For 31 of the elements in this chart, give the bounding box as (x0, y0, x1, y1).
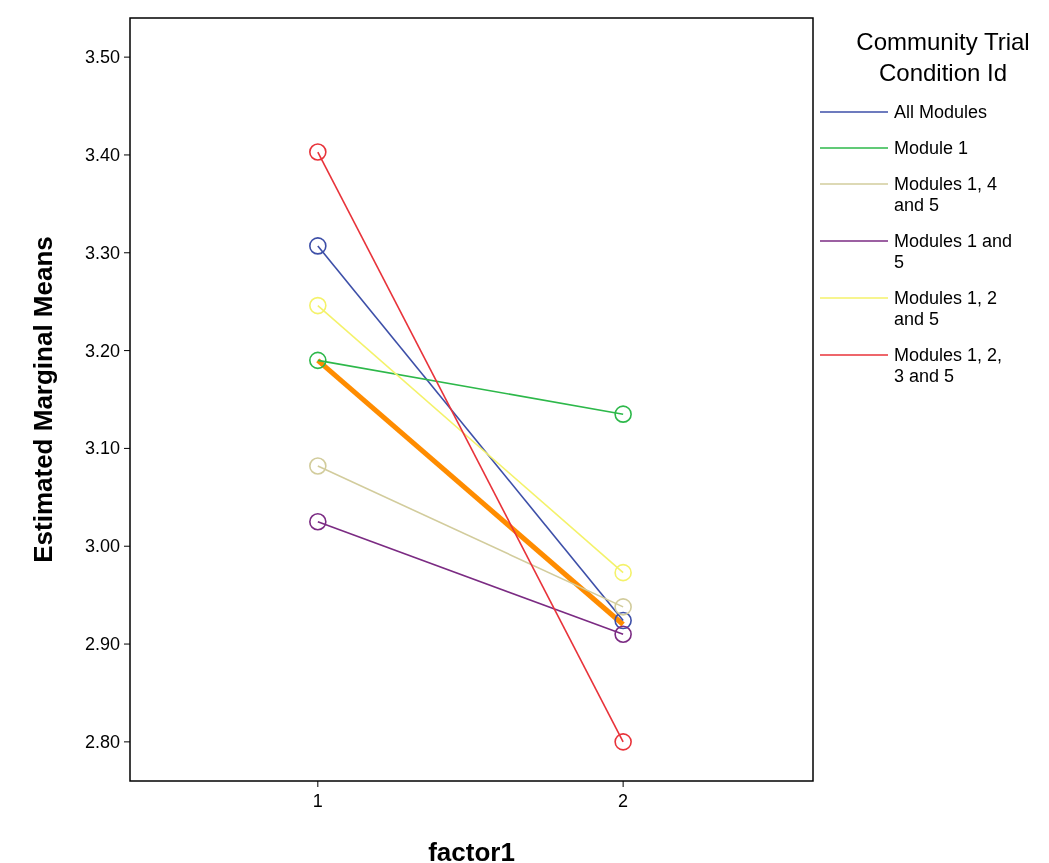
legend-label: All Modules (894, 102, 988, 122)
legend-label: Modules 1, 4 and 5 (894, 174, 998, 215)
point (309, 512, 327, 531)
point (614, 611, 632, 630)
point (614, 563, 632, 582)
y-tick-label: 3.00 (84, 536, 120, 557)
legend-title: Community Trial Condition Id (856, 28, 1030, 86)
point (614, 625, 632, 644)
point (309, 351, 327, 370)
legend-label: Modules 1, 2 and 5 (894, 288, 998, 329)
point (309, 237, 327, 255)
y-tick-label: 2.80 (84, 731, 120, 752)
y-tick-label: 3.10 (84, 438, 120, 459)
x-axis-title: factor1 (428, 837, 515, 863)
y-tick-label: 2.90 (84, 634, 120, 655)
point (309, 143, 327, 161)
legend-label: Modules 1, 2, 3 and 5 (894, 345, 1003, 386)
point (614, 598, 632, 616)
x-tick-label: 1 (312, 791, 323, 811)
point (309, 457, 327, 475)
point (614, 405, 632, 423)
y-tick-label: 3.50 (84, 47, 120, 68)
legend-label: Modules 1 and 5 (894, 231, 1013, 272)
point (614, 733, 632, 751)
x-tick-label: 2 (618, 791, 629, 811)
y-tick-label: 3.30 (84, 242, 120, 263)
legend-label: Module 1 (894, 138, 969, 158)
y-tick-label: 3.20 (84, 340, 120, 361)
y-axis-title: Estimated Marginal Means (28, 236, 58, 563)
point (309, 296, 327, 315)
y-tick-label: 3.40 (84, 144, 120, 165)
